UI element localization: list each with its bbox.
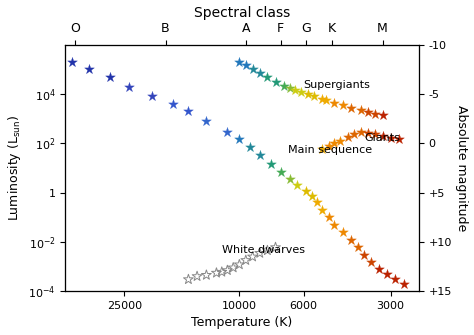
Text: White dwarves: White dwarves: [222, 245, 305, 255]
Point: [336, 138, 344, 143]
Point: [292, 87, 299, 92]
Point: [361, 252, 368, 258]
Point: [264, 248, 271, 253]
Point: [364, 130, 372, 136]
Text: Giants: Giants: [365, 133, 400, 143]
Point: [347, 105, 355, 111]
Point: [325, 215, 333, 220]
Point: [375, 266, 383, 272]
Point: [218, 269, 226, 275]
Point: [126, 84, 133, 89]
Point: [364, 110, 372, 115]
Point: [339, 103, 346, 108]
Point: [224, 129, 231, 134]
Point: [169, 101, 176, 107]
Point: [213, 270, 220, 276]
Point: [286, 85, 293, 90]
Point: [330, 100, 338, 105]
Point: [272, 80, 279, 85]
Point: [371, 132, 379, 137]
Point: [325, 143, 333, 148]
Point: [277, 169, 284, 175]
Point: [242, 258, 250, 263]
Point: [272, 245, 279, 250]
Point: [339, 229, 346, 235]
Point: [249, 254, 256, 259]
Point: [193, 274, 201, 279]
X-axis label: Temperature (K): Temperature (K): [191, 317, 292, 329]
Point: [184, 109, 192, 114]
Point: [302, 188, 310, 193]
X-axis label: Spectral class: Spectral class: [194, 6, 290, 19]
Point: [395, 136, 403, 142]
Point: [267, 161, 274, 166]
Point: [242, 62, 250, 68]
Point: [298, 89, 305, 95]
Point: [345, 134, 352, 140]
Point: [106, 74, 114, 79]
Point: [256, 152, 264, 157]
Point: [310, 94, 318, 99]
Point: [354, 245, 362, 250]
Y-axis label: Luminosity (L$_\mathregular{sun}$): Luminosity (L$_\mathregular{sun}$): [6, 115, 23, 221]
Point: [391, 277, 399, 282]
Point: [281, 83, 288, 88]
Point: [202, 119, 210, 124]
Point: [357, 108, 365, 113]
Point: [148, 94, 156, 99]
Point: [229, 265, 237, 270]
Point: [304, 91, 311, 97]
Text: Supergiants: Supergiants: [303, 80, 370, 90]
Point: [379, 113, 386, 118]
Point: [249, 67, 256, 72]
Point: [264, 74, 271, 79]
Point: [383, 271, 390, 277]
Point: [68, 59, 75, 65]
Point: [367, 260, 375, 265]
Point: [202, 272, 210, 278]
Point: [318, 146, 325, 151]
Point: [256, 251, 264, 256]
Point: [387, 135, 394, 140]
Point: [236, 136, 243, 142]
Point: [309, 194, 316, 199]
Point: [313, 200, 320, 205]
Point: [357, 130, 365, 135]
Point: [256, 71, 264, 76]
Point: [330, 222, 338, 227]
Point: [371, 111, 379, 116]
Point: [323, 98, 330, 103]
Point: [318, 96, 325, 102]
Point: [286, 177, 293, 182]
Point: [85, 67, 93, 72]
Point: [293, 183, 301, 188]
Point: [330, 141, 338, 146]
Text: Main sequence: Main sequence: [288, 145, 372, 155]
Point: [236, 262, 243, 267]
Point: [236, 59, 243, 65]
Point: [379, 133, 386, 139]
Point: [400, 281, 408, 286]
Y-axis label: Absolute magnitude: Absolute magnitude: [456, 105, 468, 231]
Point: [224, 268, 231, 273]
Point: [347, 237, 355, 243]
Point: [184, 277, 192, 282]
Point: [246, 144, 254, 150]
Point: [351, 132, 358, 137]
Point: [318, 207, 325, 212]
